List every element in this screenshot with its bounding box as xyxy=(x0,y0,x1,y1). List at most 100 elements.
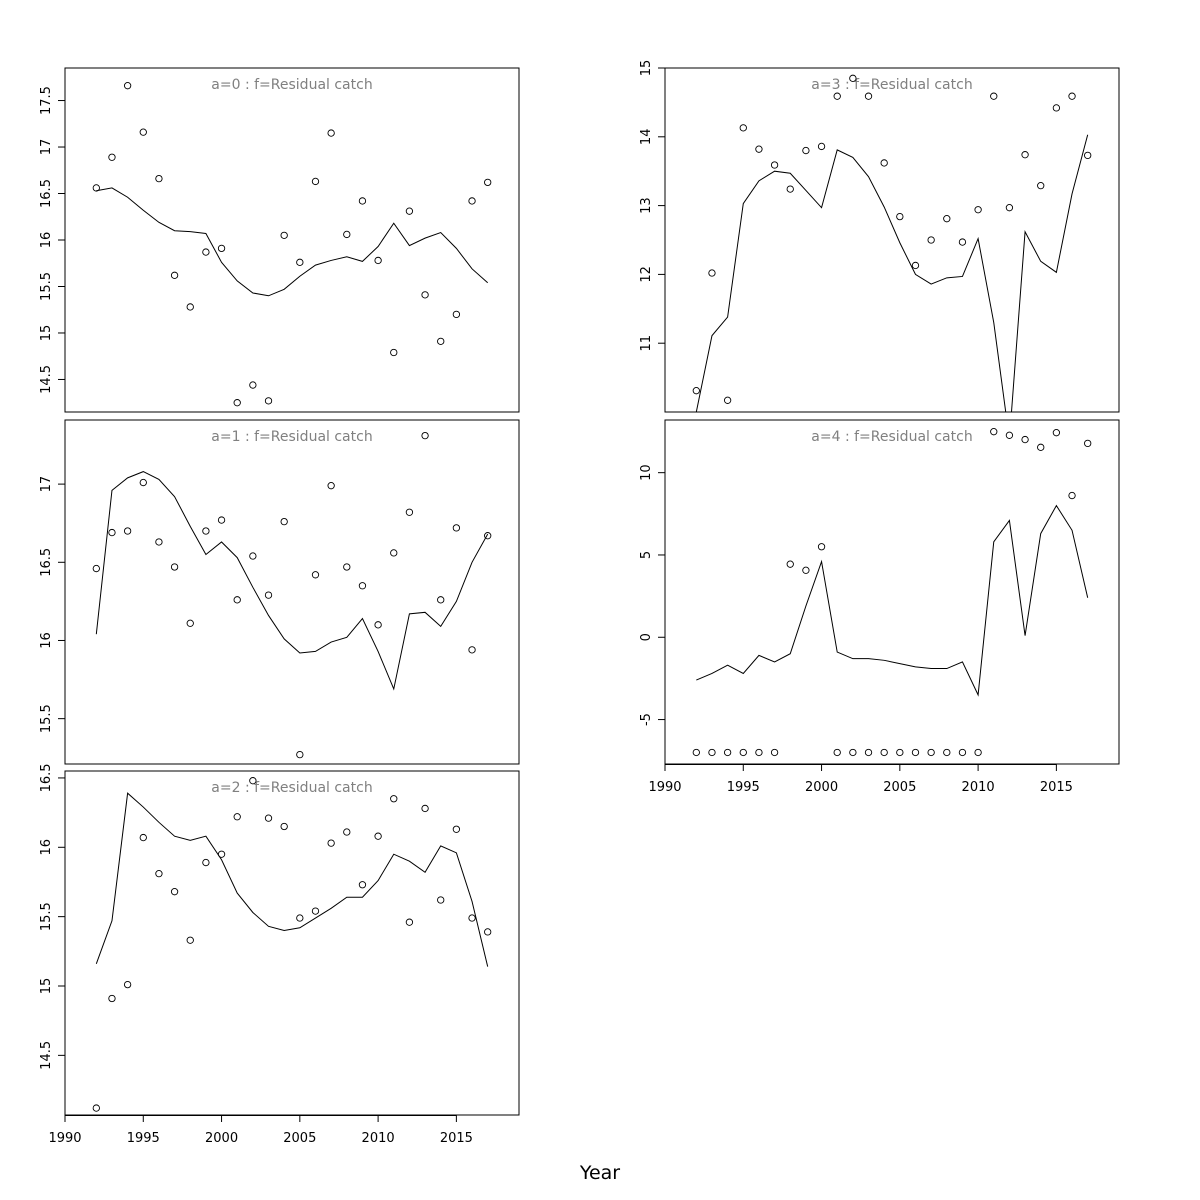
observed-point xyxy=(405,207,414,215)
observed-point xyxy=(343,563,351,571)
observed-point xyxy=(249,777,257,785)
fitted-line xyxy=(695,134,1089,412)
observed-point xyxy=(770,161,779,169)
observed-point xyxy=(943,215,951,223)
observed-point xyxy=(343,828,351,836)
y-tick-label: 16 xyxy=(39,839,54,856)
observed-point xyxy=(170,271,179,279)
observed-point xyxy=(202,248,210,256)
observed-point xyxy=(264,814,273,822)
y-tick-label: 15.5 xyxy=(39,902,54,931)
observed-point xyxy=(139,833,147,842)
observed-point xyxy=(1052,429,1061,437)
plot-area xyxy=(695,134,1089,412)
observed-point xyxy=(108,153,116,161)
observed-point xyxy=(280,517,288,526)
observed-point xyxy=(437,337,445,345)
y-tick-label: 10 xyxy=(639,464,654,481)
observed-point xyxy=(468,914,476,922)
observed-point xyxy=(405,918,414,926)
observed-point xyxy=(1005,204,1014,212)
panel-frame xyxy=(664,67,1120,413)
observed-point xyxy=(880,748,888,757)
observed-point xyxy=(280,231,288,240)
observed-point xyxy=(468,646,476,654)
observed-point xyxy=(296,258,304,266)
observed-point xyxy=(421,291,429,299)
observed-point xyxy=(1037,443,1045,451)
y-tick-label: 16 xyxy=(39,632,54,649)
observed-point xyxy=(802,566,810,574)
observed-point xyxy=(896,212,904,221)
observed-point xyxy=(358,197,367,205)
observed-point xyxy=(139,478,147,487)
observed-point xyxy=(990,428,998,436)
observed-point xyxy=(723,396,732,404)
observed-point xyxy=(849,748,857,757)
observed-point xyxy=(708,748,716,757)
observed-point xyxy=(927,748,935,757)
observed-point xyxy=(1068,491,1076,500)
y-tick-label: 12 xyxy=(639,266,654,283)
y-tick-label: 16.5 xyxy=(39,179,54,208)
observed-point xyxy=(437,596,445,604)
observed-point xyxy=(755,748,763,757)
observed-point xyxy=(280,822,288,831)
x-tick-label: 1995 xyxy=(127,1131,160,1146)
observed-point xyxy=(186,303,194,311)
x-tick-label: 2000 xyxy=(805,780,838,795)
y-tick-label: 14.5 xyxy=(39,365,54,394)
panel-title: a=3 : f=Residual catch xyxy=(811,77,972,93)
observed-point xyxy=(484,928,492,936)
observed-point xyxy=(249,552,257,560)
x-tick-label: 2005 xyxy=(883,780,916,795)
observed-point xyxy=(327,482,335,490)
observed-point xyxy=(1021,435,1029,444)
observed-point xyxy=(374,256,382,265)
observed-point xyxy=(802,146,810,155)
panel-frame xyxy=(664,419,1120,765)
x-tick-label: 1990 xyxy=(648,780,681,795)
plot-area xyxy=(95,792,489,967)
y-tick-label: 16.5 xyxy=(39,763,54,792)
observed-point xyxy=(390,348,398,357)
observed-point xyxy=(468,197,476,205)
y-tick-label: 16 xyxy=(39,232,54,249)
panel-frame xyxy=(64,770,520,1116)
observed-point xyxy=(786,560,794,568)
observed-point xyxy=(911,748,920,757)
x-tick-label: 1995 xyxy=(727,780,760,795)
observed-point xyxy=(311,571,320,579)
observed-point xyxy=(108,994,116,1003)
observed-point xyxy=(264,591,273,599)
observed-point xyxy=(484,178,492,187)
observed-point xyxy=(390,795,398,803)
x-tick-label: 2015 xyxy=(440,1131,473,1146)
panel-title: a=4 : f=Residual catch xyxy=(811,429,972,445)
panel-3: a=3 : f=Residual catch 11 12 13 14 15 xyxy=(639,60,1120,413)
panel-1: a=1 : f=Residual catch 15.5 16 16.5 17 xyxy=(39,419,520,765)
panel-frame xyxy=(64,419,520,765)
x-tick-label: 2000 xyxy=(205,1131,238,1146)
fitted-line xyxy=(696,504,1089,697)
observed-point xyxy=(123,527,132,535)
panel-2: a=2 : f=Residual catch 14.5 15 15.5 16 16.5 19… xyxy=(39,763,520,1146)
observed-point xyxy=(155,869,163,878)
observed-point xyxy=(1068,92,1076,100)
observed-point xyxy=(864,92,873,100)
observed-point xyxy=(374,621,382,629)
observed-point xyxy=(358,881,367,889)
observed-point xyxy=(943,748,951,757)
observed-point xyxy=(833,748,841,757)
fitted-line xyxy=(95,471,489,691)
plot-area xyxy=(95,471,489,691)
observed-point xyxy=(692,387,700,395)
observed-point xyxy=(452,825,461,833)
observed-point xyxy=(327,129,335,137)
observed-point xyxy=(92,564,100,573)
panel-title: a=1 : f=Residual catch xyxy=(211,429,372,445)
x-tick-label: 2005 xyxy=(283,1131,316,1146)
observed-point xyxy=(739,124,747,132)
observed-point xyxy=(880,159,888,167)
